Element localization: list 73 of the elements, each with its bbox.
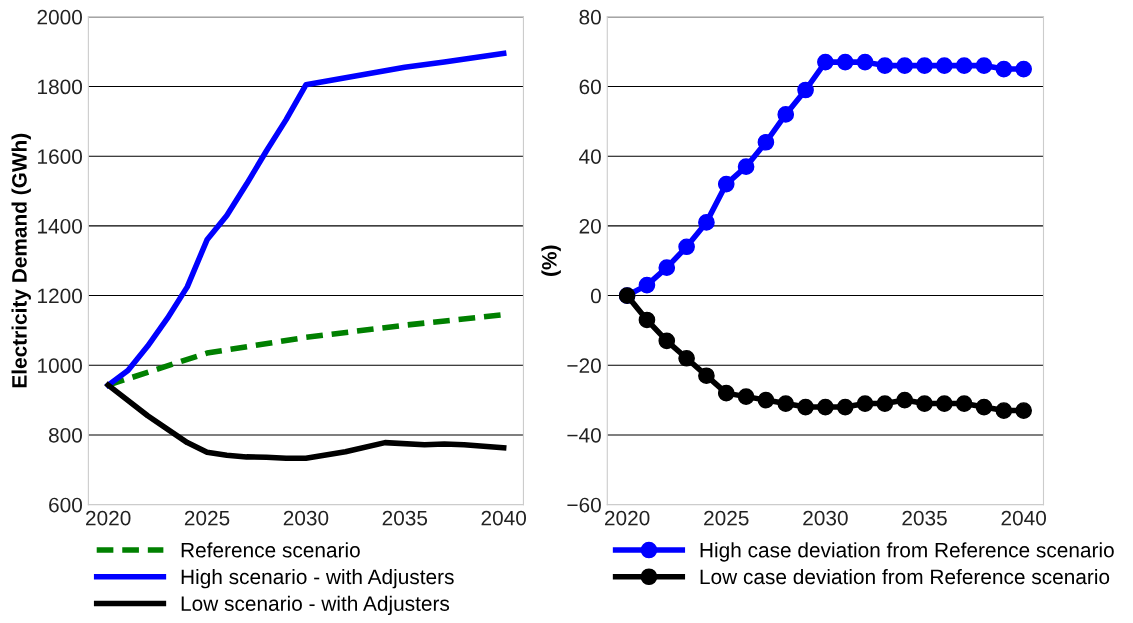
- y-tick-label: 800: [48, 427, 83, 443]
- point: [797, 81, 814, 99]
- legend-label: Low case deviation from Reference scenario: [700, 568, 1110, 585]
- point: [975, 57, 993, 74]
- x-tick-label: 2035: [382, 510, 428, 526]
- point: [678, 349, 695, 367]
- y-tick-label: 1400: [38, 218, 83, 234]
- point: [717, 384, 735, 402]
- point: [777, 106, 795, 123]
- x-tick-label: 2040: [481, 510, 527, 526]
- point: [856, 395, 874, 412]
- point: [658, 259, 676, 277]
- point: [896, 391, 914, 409]
- point: [777, 395, 795, 412]
- point: [916, 395, 933, 412]
- point: [896, 57, 914, 74]
- y-tick-label: −60: [567, 497, 601, 513]
- point: [737, 158, 755, 175]
- legend-label: High scenario - with Adjusters: [181, 568, 454, 589]
- point: [856, 53, 874, 71]
- legend-label: Reference scenario: [181, 542, 360, 558]
- y-tick-label: −20: [567, 358, 601, 374]
- legend-label: Low scenario - with Adjusters: [181, 595, 450, 616]
- point: [757, 391, 775, 409]
- x-tick-label: 2030: [283, 510, 329, 526]
- point: [975, 398, 993, 416]
- x-tick-label: 2025: [704, 510, 749, 526]
- y-axis-title: Electricity Demand (GWh): [11, 133, 31, 388]
- point: [757, 133, 775, 151]
- point: [955, 57, 973, 74]
- point: [936, 57, 953, 74]
- x-tick-label: 2020: [86, 510, 131, 526]
- point: [836, 398, 854, 416]
- y-tick-label: 600: [49, 497, 83, 513]
- point: [836, 53, 854, 71]
- point: [995, 60, 1013, 78]
- point: [678, 238, 695, 256]
- y-tick-label: 1600: [38, 149, 83, 164]
- point: [817, 53, 834, 71]
- point: [1015, 402, 1032, 419]
- x-tick-label: 2020: [604, 510, 650, 526]
- point: [698, 367, 715, 385]
- y-tick-label: 2000: [37, 9, 83, 25]
- y-tick-label: 0: [590, 288, 601, 304]
- y-tick-label: 80: [579, 9, 601, 25]
- point: [737, 388, 755, 405]
- point: [955, 395, 973, 412]
- point: [797, 398, 814, 416]
- y-tick-label: −40: [567, 427, 601, 443]
- point: [936, 395, 953, 412]
- point: [658, 332, 676, 350]
- x-tick-label: 2040: [1001, 510, 1047, 526]
- point: [876, 57, 894, 74]
- x-tick-label: 2030: [803, 510, 848, 526]
- point: [916, 57, 933, 74]
- y-tick-label: 60: [579, 79, 601, 95]
- point: [638, 311, 656, 329]
- point: [995, 402, 1013, 419]
- x-tick-label: 2035: [902, 510, 947, 526]
- point: [717, 175, 735, 193]
- y-tick-label: 40: [579, 149, 601, 164]
- y-tick-label: 20: [579, 218, 601, 234]
- y-tick-label: 1800: [38, 79, 83, 95]
- y-axis-title: (%): [541, 245, 561, 276]
- y-tick-label: 1000: [38, 358, 83, 374]
- y-tick-label: 1200: [38, 288, 83, 304]
- point: [1015, 60, 1032, 78]
- point: [817, 398, 834, 416]
- x-tick-label: 2025: [184, 510, 230, 526]
- point: [638, 276, 656, 294]
- legend-label: High case deviation from Reference scenario: [700, 542, 1114, 562]
- point: [876, 395, 894, 412]
- point: [698, 214, 715, 231]
